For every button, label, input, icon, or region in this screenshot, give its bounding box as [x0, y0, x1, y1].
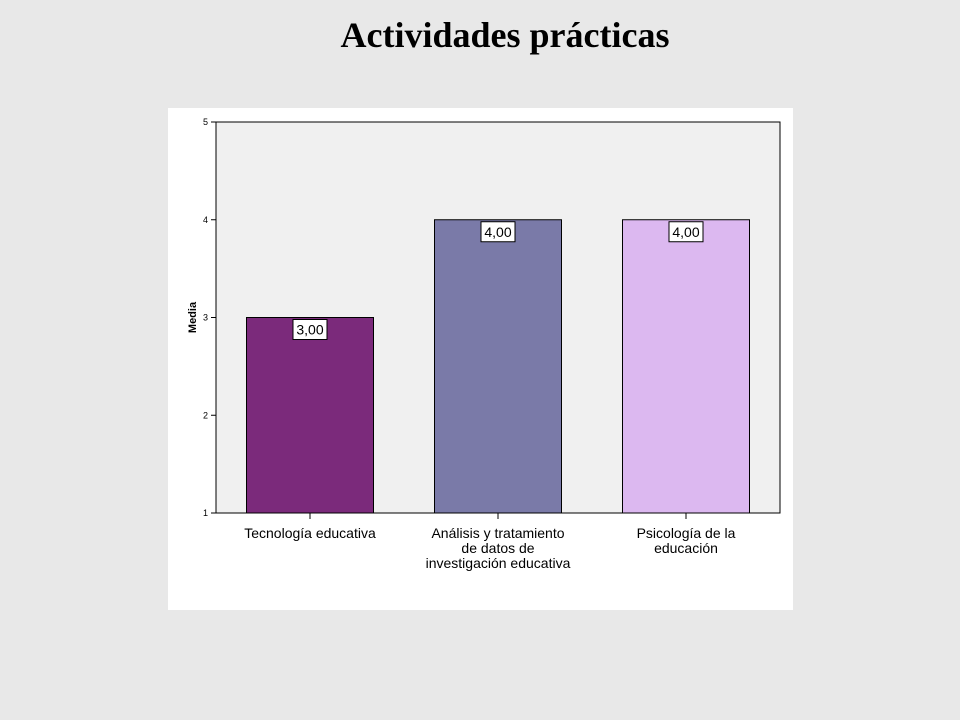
data-label: 4,00: [672, 224, 699, 240]
y-tick-label: 2: [203, 410, 208, 420]
y-tick-label: 5: [203, 117, 208, 127]
bar-chart: 1 2 3 4 5 Media 3,00 Tecnología educativa 4,00 An…: [187, 117, 781, 571]
y-tick-label: 3: [203, 313, 208, 323]
data-label: 4,00: [484, 224, 511, 240]
slide-title: Actividades prácticas: [340, 15, 670, 55]
chart-panel: 1 2 3 4 5 Media 3,00 Tecnología educativa 4,00 An…: [168, 108, 793, 610]
x-tick-label: investigación educativa: [426, 555, 571, 571]
y-tick-label: 1: [203, 508, 208, 518]
bar: [434, 219, 562, 514]
data-label-box: [480, 221, 516, 243]
bar: [246, 317, 374, 514]
data-label-box: [668, 221, 704, 243]
y-tick-label: 4: [203, 215, 208, 225]
x-tick-label: Tecnología educativa: [244, 525, 376, 541]
x-tick-label: Análisis y tratamiento: [431, 525, 564, 541]
bar: [622, 219, 750, 514]
y-axis-title: Media: [187, 301, 199, 333]
data-label-box: [292, 319, 328, 340]
x-tick-label: educación: [654, 540, 718, 556]
x-tick-label: de datos de: [461, 540, 534, 556]
x-tick-label: Psicología de la: [637, 525, 736, 541]
data-label: 3,00: [296, 322, 323, 338]
